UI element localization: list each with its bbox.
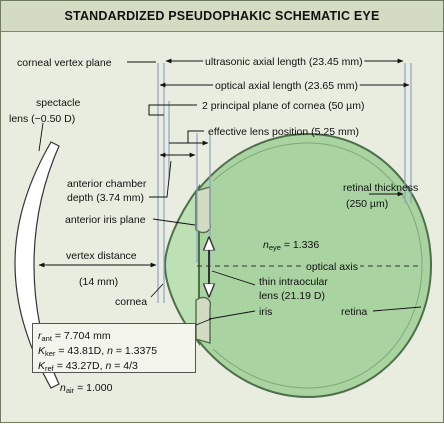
retina-layer [212,142,423,389]
label-ant-chamber-line1: anterior chamber [67,178,147,190]
principal-plane-bracket [148,104,197,116]
iris-upper [195,186,212,234]
spectacle-lens [14,141,60,389]
label-vertex-distance-line2: (14 mm) [79,276,118,288]
figure-title: STANDARDIZED PSEUDOPHAKIC SCHEMATIC EYE [64,9,380,23]
ant-chamber-leader [149,160,172,198]
corneal-parameters-box: rant = 7.704 mm Kker = 43.81D, n = 1.337… [32,323,196,373]
elp-bracket [169,130,204,144]
cornea-shape [163,183,200,346]
label-corneal-vertex-plane: corneal vertex plane [17,57,112,69]
label-effective-lens-position: effective lens position (5.25 mm) [208,126,359,138]
title-bar: STANDARDIZED PSEUDOPHAKIC SCHEMATIC EYE [1,1,443,32]
cornea-leader [150,283,164,298]
retina-leader [372,306,422,312]
label-retina: retina [341,306,367,318]
param-r-ant: rant = 7.704 mm [38,330,111,343]
param-k-ref: Kref = 43.27D, n = 4/3 [38,360,138,373]
label-iris: iris [259,306,272,318]
label-ant-chamber-line2: depth (3.74 mm) [67,192,144,204]
label-iol-line1: thin intraocular [259,276,328,288]
spectacle-leader [38,122,44,152]
iol-leader [211,270,256,286]
label-principal-plane: 2 principal plane of cornea (50 µm) [202,100,364,112]
label-iol-line2: lens (21.19 D) [259,290,325,302]
label-retinal-thickness-line1: retinal thickness [343,182,418,194]
label-optical-axis: optical axis [306,261,358,273]
label-n-eye: neye = 1.336 [263,239,319,252]
iris-plane-leader [152,218,196,226]
label-optical-axial-length: optical axial length (23.65 mm) [215,80,358,92]
label-anterior-iris-plane: anterior iris plane [65,214,146,226]
iris-leader [208,310,256,320]
label-spectacle-line1: spectacle [36,97,81,109]
label-retinal-thickness-line2: (250 µm) [346,198,388,210]
label-cornea: cornea [115,296,147,308]
label-vertex-distance-line1: vertex distance [66,250,137,262]
air-refractive-index: nair = 1.000 [60,382,113,395]
param-k-ker: Kker = 43.81D, n = 1.3375 [38,345,158,358]
label-spectacle-line2: lens (−0.50 D) [9,113,75,125]
iris-lower [195,296,212,344]
label-ultrasonic-axial-length: ultrasonic axial length (23.45 mm) [205,56,363,68]
param-box-leader [195,318,212,326]
